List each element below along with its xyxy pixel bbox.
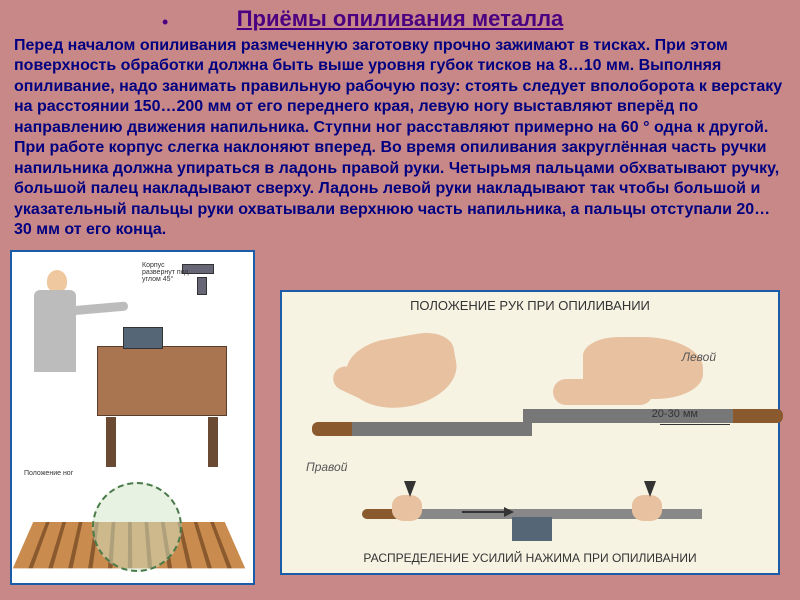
dimension-line-icon <box>660 424 730 425</box>
arrow-down-icon <box>644 481 656 497</box>
arrow-down-icon <box>404 481 416 497</box>
force-diagram <box>362 487 702 542</box>
figure-hands: ПОЛОЖЕНИЕ РУК ПРИ ОПИЛИВАНИИ Правой Лево… <box>280 290 780 575</box>
hands-figure-title: ПОЛОЖЕНИЕ РУК ПРИ ОПИЛИВАНИИ <box>282 298 778 313</box>
workbench-icon <box>97 346 227 416</box>
arrow-right-icon <box>462 511 512 513</box>
bottom-small-label: Положение ног <box>24 470 73 477</box>
hands-figure-caption: РАСПРЕДЕЛЕНИЕ УСИЛИЙ НАЖИМА ПРИ ОПИЛИВАН… <box>282 551 778 565</box>
slide-title: Приёмы опиливания металла <box>0 0 800 32</box>
label-right-hand: Правой <box>306 460 347 474</box>
dimension-label: 20-30 мм <box>652 408 698 420</box>
left-hand-grip-icon <box>533 337 753 447</box>
label-left-hand: Левой <box>682 350 716 364</box>
worker-illustration <box>34 270 76 372</box>
bullet-icon: • <box>162 12 168 33</box>
figure-posture: Корпус развернут под углом 45° Положение… <box>10 250 255 585</box>
right-hand-grip-icon <box>307 327 507 442</box>
foot-angle-diagram <box>92 482 182 572</box>
top-small-label: Корпус развернут под углом 45° <box>142 262 192 283</box>
body-text: Перед началом опиливания размеченную заг… <box>0 32 800 241</box>
